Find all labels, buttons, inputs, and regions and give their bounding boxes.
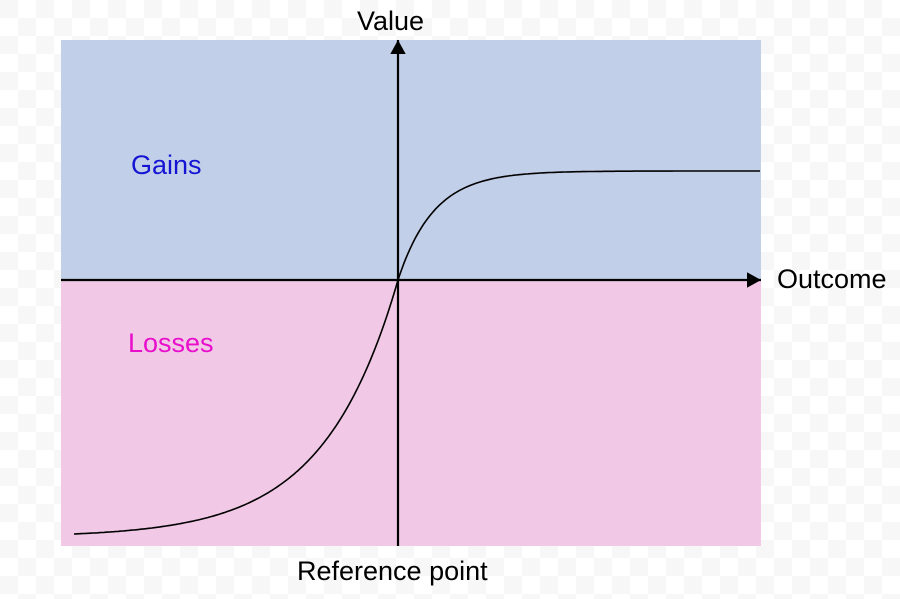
region-label-losses: Losses: [128, 328, 214, 359]
diagram-svg: [0, 0, 900, 599]
region-label-gains: Gains: [131, 150, 202, 181]
axis-label-value: Value: [357, 6, 424, 37]
axis-label-outcome: Outcome: [777, 264, 887, 295]
losses-region: [61, 280, 761, 546]
axis-label-reference-point: Reference point: [297, 556, 488, 587]
prospect-theory-value-diagram: Value Outcome Reference point Gains Loss…: [0, 0, 900, 599]
